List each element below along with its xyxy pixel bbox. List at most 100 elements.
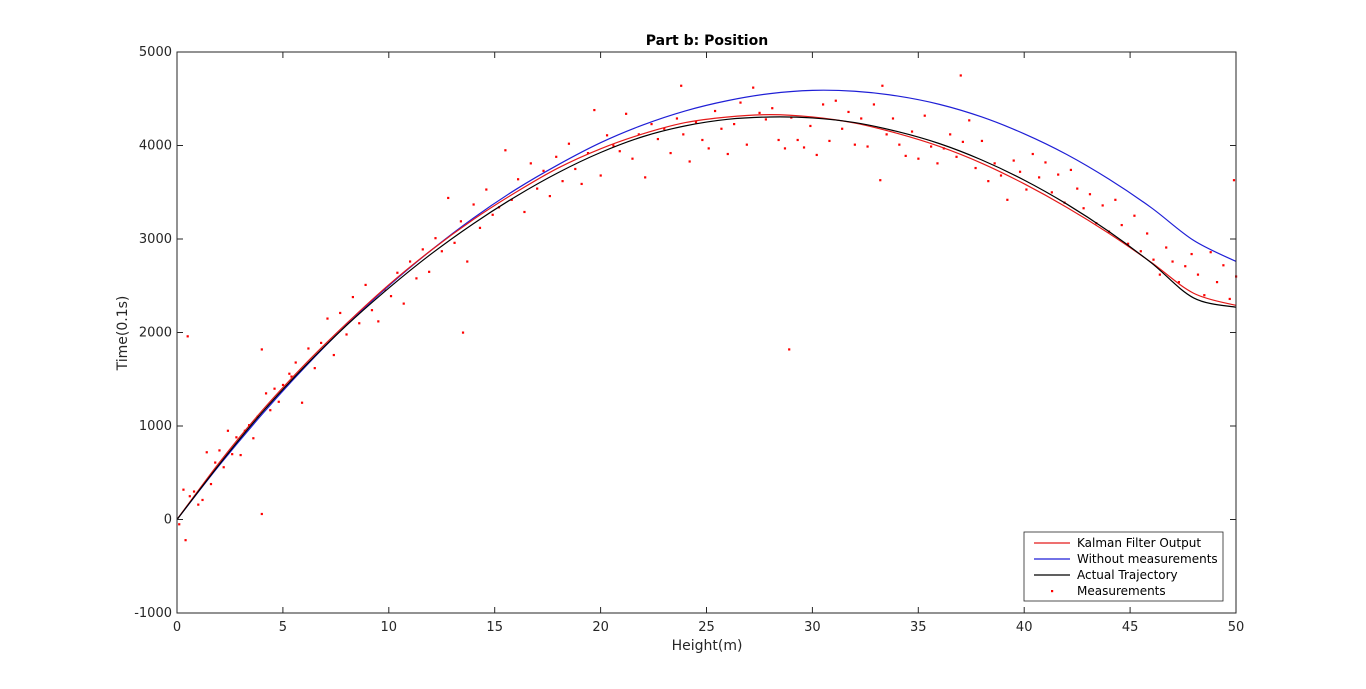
measurement-point [260, 348, 263, 351]
x-tick-label: 35 [910, 620, 927, 635]
measurement-point [178, 523, 181, 526]
measurement-point [491, 213, 494, 216]
measurement-point [377, 320, 380, 323]
measurement-point [853, 143, 856, 146]
legend-label: Measurements [1077, 584, 1166, 598]
measurement-point [421, 248, 424, 251]
measurement-point [529, 162, 532, 165]
measurement-point [188, 495, 191, 498]
measurement-point [828, 139, 831, 143]
measurement-point [516, 178, 520, 181]
measurement-point [949, 133, 952, 136]
measurement-point [1031, 152, 1034, 156]
measurement-point [339, 311, 342, 315]
x-tick-label: 10 [381, 620, 398, 635]
measurement-point [222, 466, 225, 469]
measurement-point [472, 203, 475, 206]
measurement-point [701, 138, 704, 142]
x-tick-label: 30 [804, 620, 821, 635]
measurement-point [586, 151, 590, 155]
series-layer [176, 74, 1238, 542]
measurement-point [218, 449, 221, 452]
series-line-kalman-filter-output [176, 114, 1237, 520]
measurement-point [599, 174, 602, 177]
y-tick-label: 0 [164, 513, 172, 528]
measurement-point [1088, 193, 1092, 196]
measurement-point [993, 162, 996, 165]
measurement-point [694, 121, 698, 124]
measurement-point [256, 415, 259, 418]
measurement-point [281, 383, 285, 387]
measurement-point [364, 283, 367, 287]
measurement-point [815, 153, 818, 157]
measurement-point [313, 367, 316, 370]
measurement-point [1222, 264, 1225, 267]
legend-marker [1051, 590, 1054, 593]
measurement-point [872, 103, 876, 106]
measurement-point [1044, 161, 1047, 164]
measurement-point [402, 302, 405, 305]
measurement-point [485, 188, 488, 191]
chart-title: Part b: Position [646, 33, 768, 49]
measurement-point [1076, 187, 1079, 190]
measurement-point [1190, 252, 1193, 256]
measurement-point [669, 151, 672, 155]
measurement-point [745, 143, 748, 146]
legend-label: Kalman Filter Output [1077, 536, 1201, 550]
measurement-point [1209, 251, 1212, 254]
y-tick-label: 2000 [139, 326, 172, 341]
measurement-point [345, 333, 348, 336]
measurement-point [726, 152, 729, 156]
measurement-point [510, 198, 513, 201]
legend-label: Without measurements [1077, 552, 1218, 566]
measurement-point [1069, 168, 1072, 172]
measurement-point [182, 488, 185, 491]
measurement-point [567, 142, 571, 145]
measurement-point [644, 176, 647, 179]
y-tick-label: 1000 [139, 419, 172, 434]
measurement-point [847, 110, 850, 114]
measurement-point [625, 112, 628, 115]
x-tick-label: 5 [279, 620, 287, 635]
measurement-point [1101, 204, 1104, 207]
measurement-point [307, 347, 310, 350]
measurement-point [841, 127, 844, 130]
y-tick-label: 3000 [139, 232, 172, 247]
y-axis-label: Time(0.1s) [115, 296, 131, 372]
measurement-point [834, 99, 837, 102]
measurement-point [536, 187, 539, 190]
measurement-point [758, 111, 761, 114]
measurement-point [239, 453, 242, 457]
measurement-point [1184, 265, 1187, 268]
measurement-point [428, 270, 431, 273]
measurement-point [389, 295, 393, 298]
measurement-point [959, 74, 962, 77]
measurement-point [396, 271, 399, 274]
measurement-point [252, 437, 255, 440]
measurement-point [466, 260, 469, 263]
measurement-point [891, 117, 895, 120]
measurement-point [777, 138, 780, 142]
measurement-point [561, 180, 564, 183]
measurement-point [904, 154, 907, 157]
y-tick-label: -1000 [134, 606, 172, 621]
measurement-point [802, 146, 806, 149]
measurement-point [408, 260, 412, 263]
measurement-point [1082, 207, 1085, 210]
measurement-point [999, 174, 1003, 177]
measurement-point [1228, 297, 1231, 301]
measurement-point [1114, 198, 1117, 201]
measurement-point [370, 309, 374, 312]
measurement-point [440, 250, 443, 253]
measurement-point [860, 117, 863, 120]
measurement-point [1215, 281, 1219, 284]
measurement-point [277, 400, 280, 403]
measurement-point [214, 461, 217, 464]
measurement-point [358, 322, 361, 325]
measurement-point [593, 108, 596, 112]
measurement-point [612, 144, 615, 147]
measurement-point [332, 353, 335, 357]
measurement-point [288, 372, 291, 375]
x-axis-label: Height(m) [672, 638, 743, 654]
